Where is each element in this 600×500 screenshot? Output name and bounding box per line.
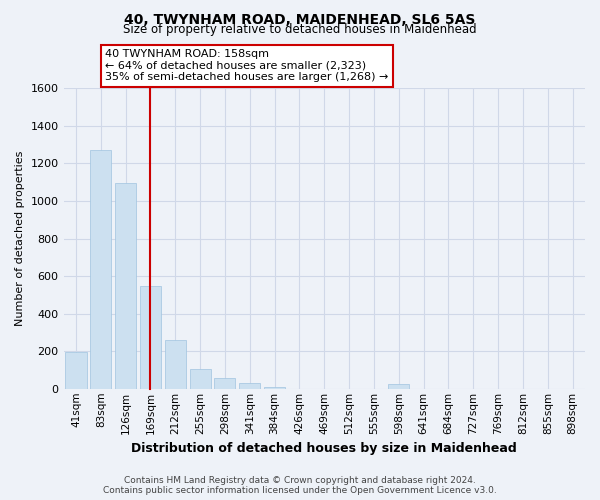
Text: 40 TWYNHAM ROAD: 158sqm
← 64% of detached houses are smaller (2,323)
35% of semi: 40 TWYNHAM ROAD: 158sqm ← 64% of detache… bbox=[105, 49, 389, 82]
Bar bbox=[140, 286, 161, 389]
Bar bbox=[190, 369, 211, 389]
X-axis label: Distribution of detached houses by size in Maidenhead: Distribution of detached houses by size … bbox=[131, 442, 517, 455]
Bar bbox=[239, 383, 260, 389]
Bar bbox=[165, 340, 186, 389]
Text: Size of property relative to detached houses in Maidenhead: Size of property relative to detached ho… bbox=[123, 22, 477, 36]
Bar bbox=[65, 352, 86, 389]
Bar bbox=[388, 384, 409, 389]
Bar bbox=[264, 387, 285, 389]
Bar bbox=[115, 183, 136, 389]
Bar bbox=[214, 378, 235, 389]
Text: Contains HM Land Registry data © Crown copyright and database right 2024.
Contai: Contains HM Land Registry data © Crown c… bbox=[103, 476, 497, 495]
Bar bbox=[90, 150, 112, 389]
Text: 40, TWYNHAM ROAD, MAIDENHEAD, SL6 5AS: 40, TWYNHAM ROAD, MAIDENHEAD, SL6 5AS bbox=[124, 12, 476, 26]
Y-axis label: Number of detached properties: Number of detached properties bbox=[15, 151, 25, 326]
